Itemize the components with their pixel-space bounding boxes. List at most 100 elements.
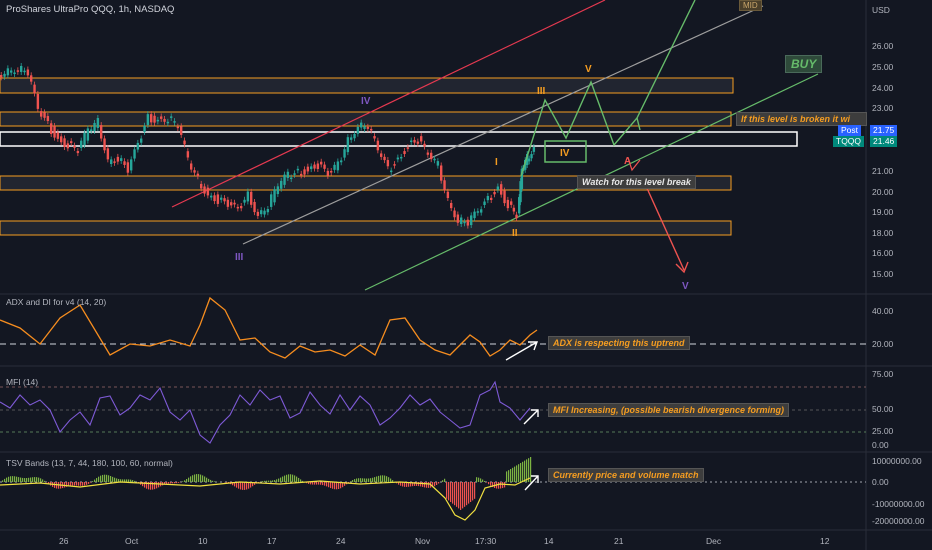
time-label: Oct <box>125 536 139 546</box>
tsv-bar <box>26 478 28 482</box>
adx-tick: 40.00 <box>872 306 894 316</box>
candle-body <box>173 121 176 123</box>
tsv-bar <box>490 482 492 486</box>
candle-body <box>16 70 20 72</box>
tsv-bar <box>98 476 100 482</box>
tsv-bar <box>274 480 276 482</box>
tsv-bar <box>206 477 208 482</box>
tsv-indicator-label[interactable]: TSV Bands (13, 7, 44, 180, 100, 60, norm… <box>6 458 173 468</box>
candle-body <box>196 173 200 177</box>
candle-body <box>403 151 406 154</box>
tsv-bar <box>408 482 410 487</box>
tsv-bar <box>348 482 350 483</box>
tsv-bar <box>524 460 526 482</box>
candle-body <box>253 201 256 213</box>
candle-body <box>343 149 346 158</box>
tsv-bar <box>2 480 4 482</box>
tsv-bar <box>264 480 266 482</box>
candle-body <box>500 184 503 195</box>
candle-body <box>526 154 529 166</box>
tsv-bar <box>186 479 188 482</box>
candle-body <box>126 162 130 173</box>
candle-body <box>316 163 320 169</box>
candle-body <box>246 191 250 202</box>
tsv-bar <box>310 482 312 485</box>
post-tag-label: Post <box>838 125 862 136</box>
tsv-bar <box>194 474 196 482</box>
candle-body <box>66 143 70 149</box>
candle-body <box>350 137 353 140</box>
tsv-bar <box>458 482 460 509</box>
candle-body <box>426 152 430 155</box>
tsv-bar <box>360 478 362 482</box>
candle-body <box>36 93 40 109</box>
candle-body <box>436 161 440 166</box>
tsv-bar <box>212 480 214 482</box>
tsv-bar <box>68 482 70 487</box>
candle-body <box>463 221 466 224</box>
tsv-bar <box>6 477 8 482</box>
candle-body <box>113 161 116 163</box>
tsv-bar <box>262 481 264 482</box>
tsv-bar <box>462 482 464 509</box>
adx-indicator-label[interactable]: ADX and DI for v4 (14, 20) <box>6 297 107 307</box>
mfi-indicator-label[interactable]: MFI (14) <box>6 377 39 387</box>
candle-body <box>90 129 93 131</box>
tsv-bar <box>170 482 172 484</box>
candle-body <box>163 118 166 122</box>
candle-body <box>270 194 273 207</box>
tsv-bar <box>178 482 180 483</box>
time-label: 21 <box>614 536 624 546</box>
time-label: 12 <box>820 536 830 546</box>
tsv-bar <box>176 482 178 484</box>
tsv-bar <box>156 482 158 489</box>
tsv-bar <box>340 482 342 489</box>
candle-body <box>470 215 473 226</box>
candle-body <box>496 186 500 190</box>
candle-body <box>46 116 50 122</box>
tsv-bar <box>426 482 428 488</box>
candle-body <box>466 219 470 226</box>
tsv-bar <box>204 476 206 482</box>
tsv-bar <box>476 477 478 482</box>
tsv-bar <box>108 475 110 482</box>
tsv-bar <box>280 477 282 482</box>
tsv-bar <box>372 477 374 482</box>
candle-body <box>50 123 53 134</box>
tsv-bar <box>114 477 116 482</box>
tsv-bar <box>248 482 250 489</box>
candle-body <box>393 164 396 166</box>
mfi-line <box>0 380 531 444</box>
tsv-bar <box>492 482 494 488</box>
candle-body <box>170 116 173 118</box>
tsv-bar <box>278 478 280 482</box>
candle-body <box>386 160 390 167</box>
tsv-bar <box>296 476 298 482</box>
price-tick: 18.00 <box>872 228 894 238</box>
tsv-bar <box>200 474 202 482</box>
candle-body <box>20 65 23 72</box>
tsv-bar <box>152 482 154 490</box>
symbol-tag-label: TQQQ <box>833 136 865 147</box>
price-tick: 16.00 <box>872 248 894 258</box>
tsv-tick: -10000000.00 <box>872 499 925 509</box>
candle-body <box>480 209 483 213</box>
tsv-bar <box>284 475 286 482</box>
tsv-bar <box>148 482 150 490</box>
tsv-bar <box>172 482 174 484</box>
tsv-bar <box>252 482 254 487</box>
tsv-bar <box>400 482 402 486</box>
candle-body <box>512 207 516 212</box>
tsv-bar <box>282 476 284 482</box>
tsv-bar <box>498 482 500 489</box>
resistance-zone-upper <box>0 77 734 94</box>
tsv-bar <box>272 480 274 482</box>
tsv-bar <box>86 482 88 485</box>
tsv-bar <box>332 482 334 489</box>
candle-body <box>76 151 80 154</box>
tsv-bar <box>432 482 434 488</box>
price-tick: 19.00 <box>872 207 894 217</box>
tsv-bar <box>88 482 90 484</box>
tsv-bar <box>410 482 412 487</box>
